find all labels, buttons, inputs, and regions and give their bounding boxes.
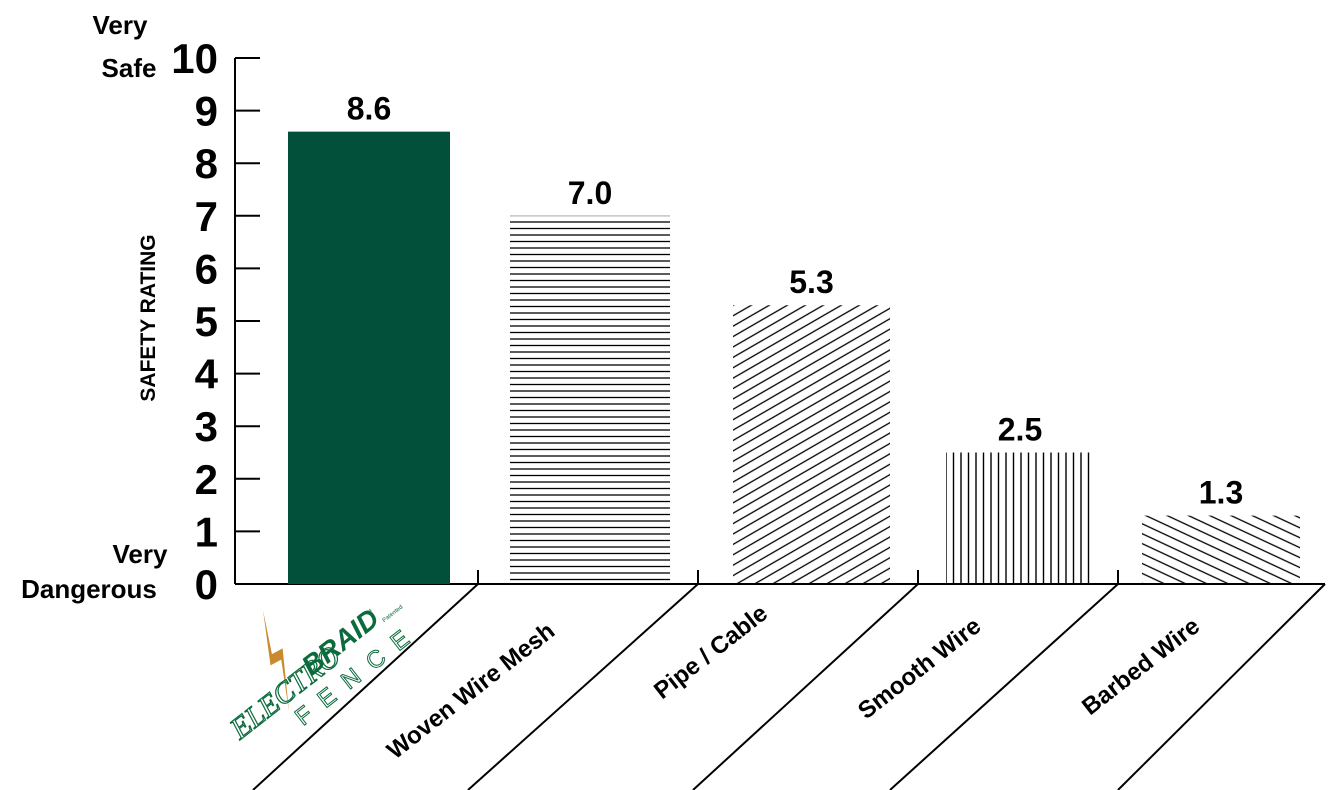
value-label-1: 8.6 [347,91,391,127]
bar-1 [288,131,450,584]
y-tick-label: 8 [195,140,218,187]
bar-4 [946,452,1094,584]
y-tick-label: 0 [195,561,218,608]
bar-5 [1142,515,1300,584]
category-divider [1117,583,1326,790]
value-label-3: 5.3 [789,264,833,300]
value-label-4: 2.5 [998,412,1042,448]
very-safe-line2: Safe [102,53,157,83]
category-label-4: Smooth Wire [853,612,986,724]
y-tick-label: 4 [195,351,219,398]
very-dangerous-line1: Very [113,539,168,569]
y-tick-label: 6 [195,245,218,292]
category-divider [889,583,1119,790]
bar-2 [510,215,670,585]
lightning-bolt-icon [263,610,290,712]
y-tick-label: 7 [195,193,218,240]
y-tick-label: 2 [195,456,218,503]
category-divider [467,583,699,790]
y-tick-label: 5 [195,298,218,345]
very-safe-line1: Very [93,10,148,40]
y-tick-label: 3 [195,403,218,450]
y-tick-label: 10 [171,35,218,82]
bars [288,131,1300,585]
y-axis-title: SAFETY RATING [137,234,160,401]
y-tick-label: 1 [195,508,218,555]
very-dangerous-line2: Dangerous [21,574,157,604]
value-label-5: 1.3 [1199,475,1243,511]
category-label-5: Barbed Wire [1077,613,1205,721]
category-labels: Woven Wire Mesh Pipe / Cable Smooth Wire Ba… [382,600,1205,765]
category-divider [692,583,919,790]
logo-patented: Patented [382,604,405,624]
bar-3 [733,305,890,584]
category-divider [252,583,479,790]
value-labels: 8.6 7.0 5.3 2.5 1.3 [347,91,1243,511]
logo-trademark: ™ [363,607,375,619]
y-ticks: 0 1 2 3 4 5 6 7 8 9 10 [171,35,260,608]
y-tick-label: 9 [195,88,218,135]
value-label-2: 7.0 [568,175,612,211]
category-dividers [252,570,1326,790]
category-label-3: Pipe / Cable [649,600,773,705]
